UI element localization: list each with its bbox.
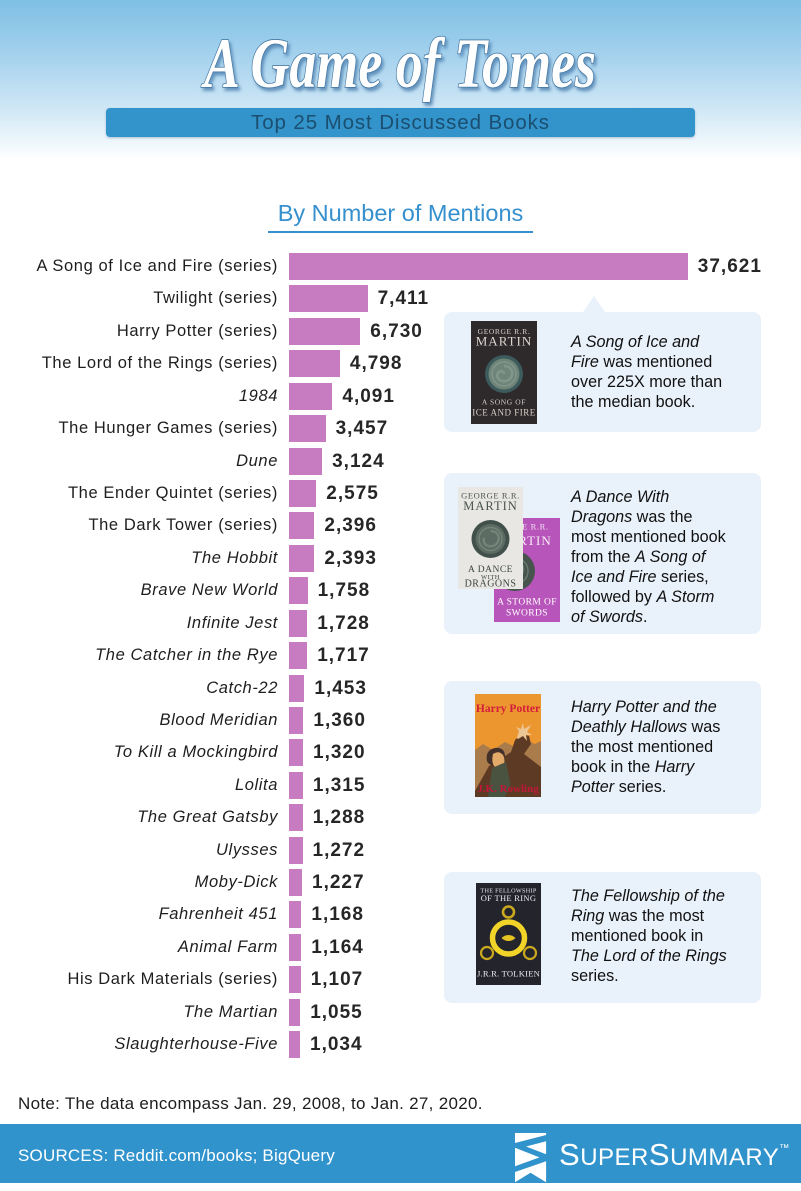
svg-text:THE FELLOWSHIP: THE FELLOWSHIP	[480, 888, 537, 895]
svg-text:ICE AND FIRE: ICE AND FIRE	[472, 408, 536, 418]
svg-text:A SONG OF: A SONG OF	[482, 398, 526, 407]
svg-text:GE R.R.: GE R.R.	[515, 522, 548, 532]
svg-text:GEORGE R.R.: GEORGE R.R.	[461, 491, 520, 501]
svg-text:MARTIN: MARTIN	[476, 334, 533, 349]
svg-text:WITH: WITH	[481, 574, 500, 581]
svg-text:MARTIN: MARTIN	[463, 499, 518, 513]
svg-text:A DANCE: A DANCE	[468, 565, 513, 575]
svg-text:J.R.R. TOLKIEN: J.R.R. TOLKIEN	[477, 969, 541, 979]
svg-text:A Game of Tomes: A Game of Tomes	[201, 25, 596, 103]
svg-text:GEORGE R.R.: GEORGE R.R.	[478, 327, 531, 336]
svg-text:DRAGONS: DRAGONS	[465, 579, 517, 590]
svg-text:J.K. Rowling: J.K. Rowling	[477, 783, 539, 795]
svg-text:OF THE RING: OF THE RING	[481, 893, 537, 903]
svg-text:SWORDS: SWORDS	[506, 609, 548, 619]
svg-text:RTIN: RTIN	[518, 533, 552, 548]
svg-text:A STORM OF: A STORM OF	[497, 598, 557, 608]
svg-text:Harry Potter: Harry Potter	[476, 703, 540, 715]
